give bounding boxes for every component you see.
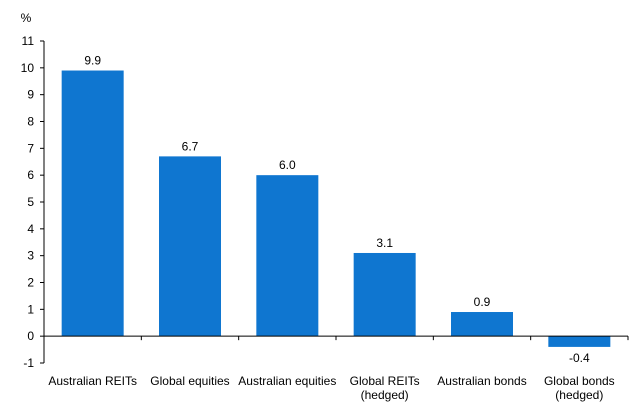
data-label: 9.9 <box>84 54 101 68</box>
bar <box>451 312 513 337</box>
y-tick-label: 2 <box>27 276 34 290</box>
bar <box>159 156 221 337</box>
y-tick-label: 1 <box>27 302 34 316</box>
x-tick-label: Global equities <box>150 374 229 388</box>
bar <box>256 175 319 337</box>
x-tick-labels: Australian REITs Global equities Australia… <box>48 374 614 402</box>
data-label: 0.9 <box>474 295 491 309</box>
x-axis <box>43 335 629 341</box>
y-tick-label: 3 <box>27 249 34 263</box>
y-tick-label: 4 <box>27 222 34 236</box>
bar <box>353 252 416 337</box>
y-tick-label: 6 <box>27 168 34 182</box>
x-tick-label: Global bonds <box>544 374 615 388</box>
x-tick-label: (hedged) <box>555 388 603 402</box>
y-tick-label: 7 <box>27 141 34 155</box>
y-tick-label: -1 <box>23 356 34 370</box>
bar <box>61 70 124 337</box>
y-tick-label: 9 <box>27 88 34 102</box>
data-labels: 9.9 6.7 6.0 3.1 0.9 -0.4 <box>84 54 590 365</box>
data-label: -0.4 <box>569 351 590 365</box>
x-tick-label: Australian REITs <box>48 374 137 388</box>
y-axis: -1 0 1 2 3 4 5 6 7 8 9 10 11 <box>21 34 45 370</box>
y-tick-label: 8 <box>27 115 34 129</box>
x-tick-label: (hedged) <box>361 388 409 402</box>
x-tick-label: Global REITs <box>350 374 420 388</box>
x-tick-label: Australian bonds <box>437 374 526 388</box>
data-label: 3.1 <box>376 236 393 250</box>
bars-group <box>61 70 611 347</box>
y-tick-label: 10 <box>21 61 35 75</box>
y-tick-label: 11 <box>22 34 35 48</box>
y-tick-label: 5 <box>27 195 34 209</box>
data-label: 6.0 <box>279 158 296 172</box>
bar <box>548 336 611 347</box>
y-axis-unit-label: % <box>21 11 32 25</box>
y-tick-label: 0 <box>27 329 34 343</box>
data-label: 6.7 <box>182 139 199 153</box>
x-tick-label: Australian equities <box>238 374 336 388</box>
